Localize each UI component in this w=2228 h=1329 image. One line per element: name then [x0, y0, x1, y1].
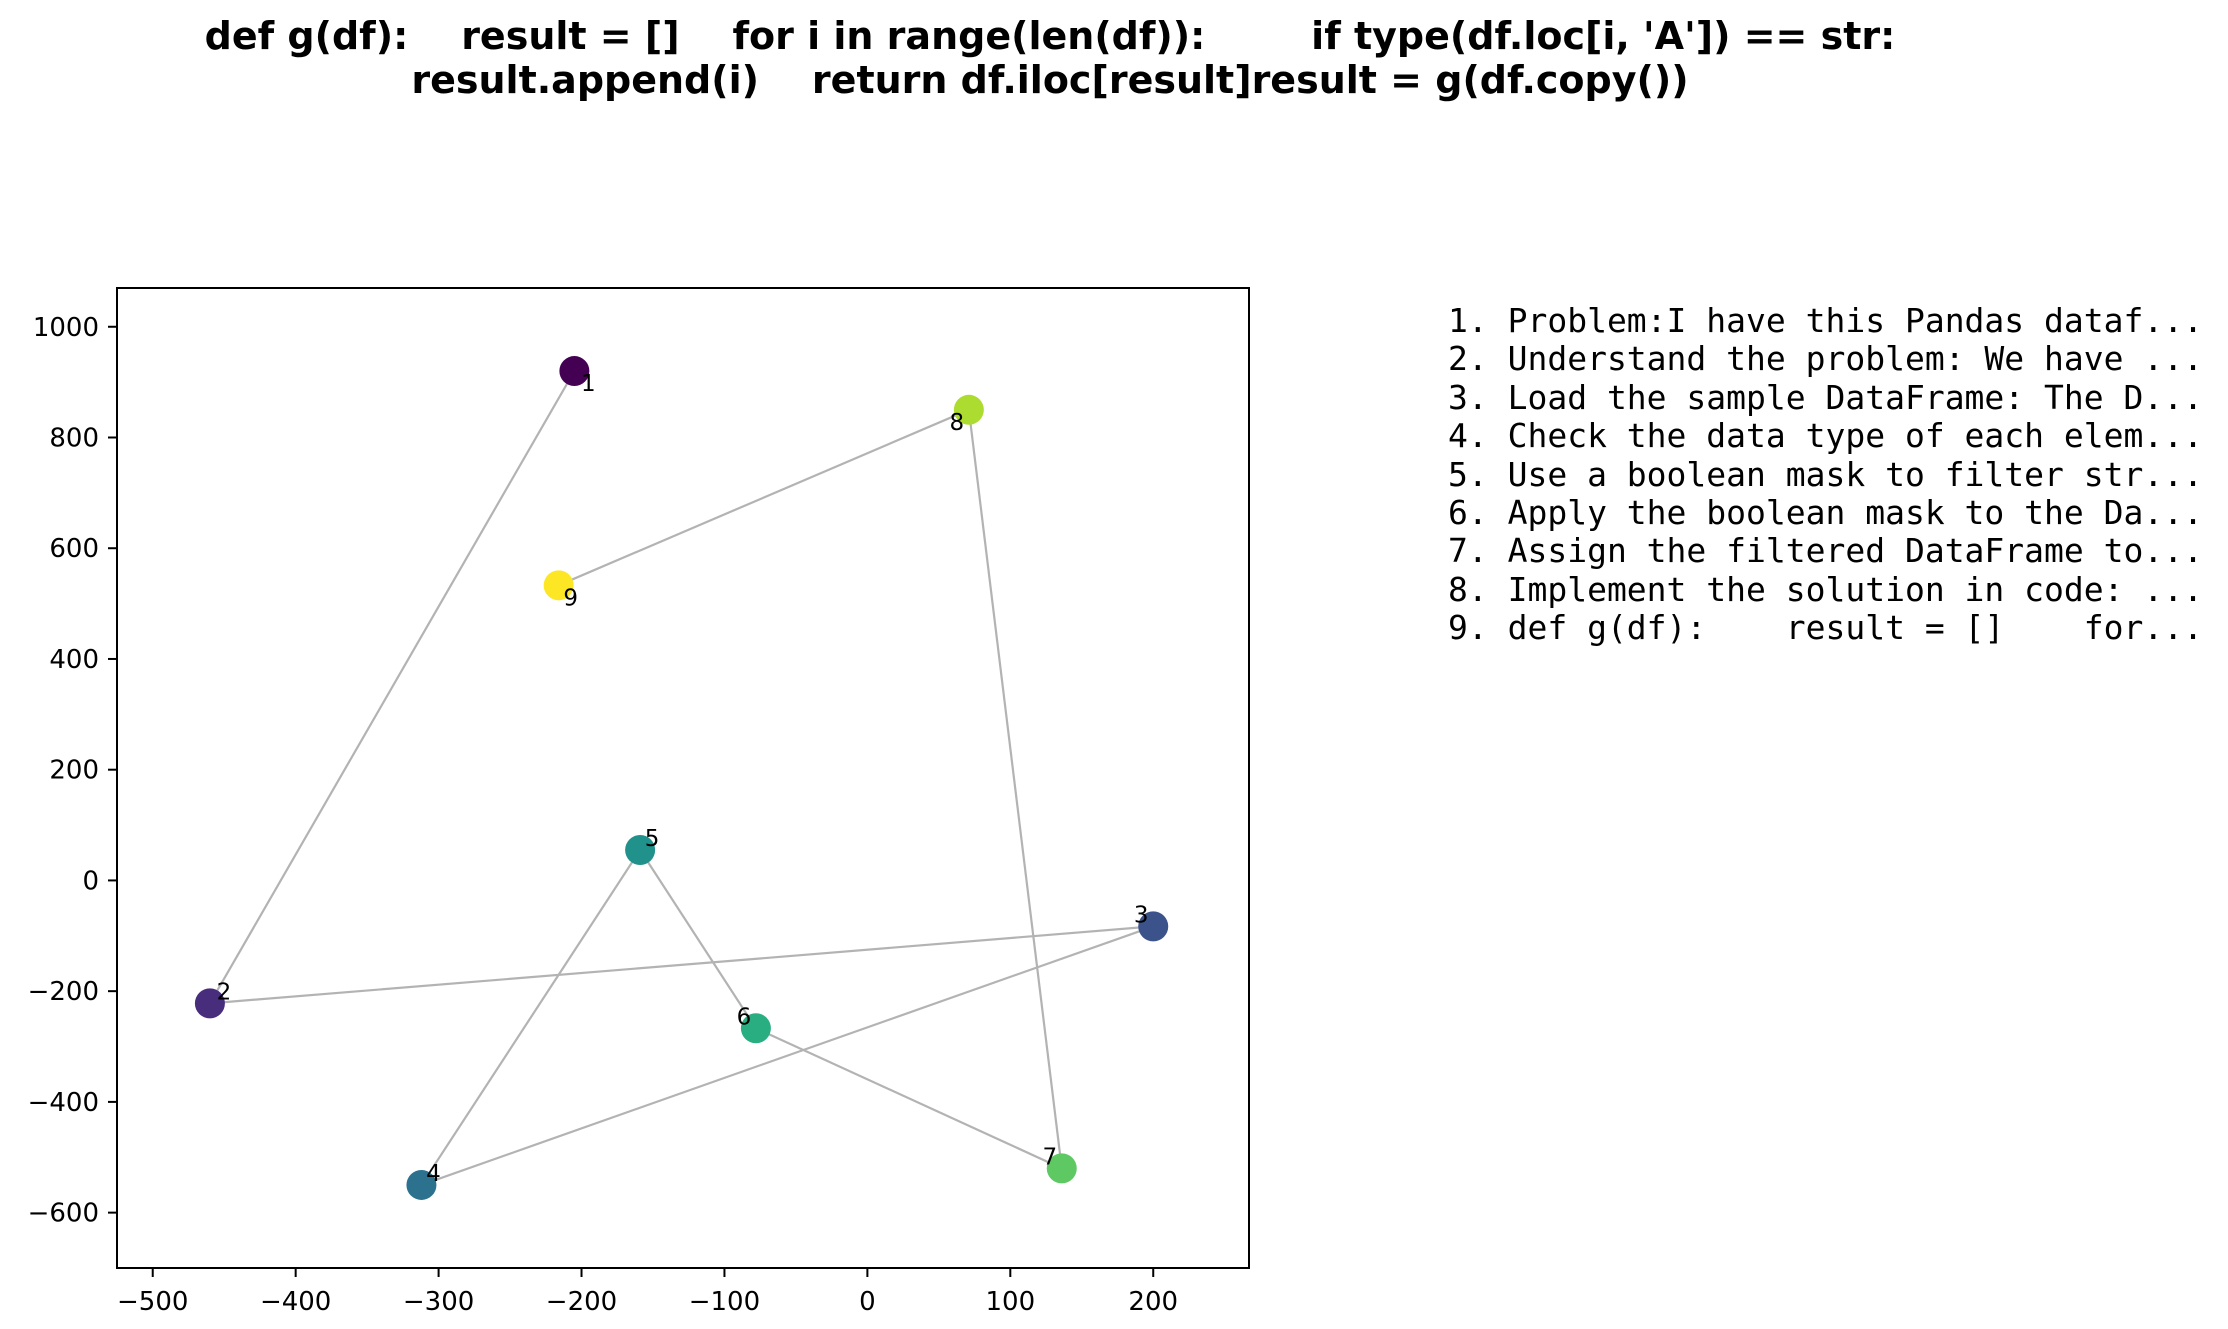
step-item-4: 4. Check the data type of each elem...: [1448, 416, 2203, 456]
step-item-6: 6. Apply the boolean mask to the Da...: [1448, 493, 2203, 533]
figure-title: def g(df): result = [] for i in range(le…: [80, 14, 2020, 102]
x-tick-label: 0: [859, 1287, 876, 1317]
connector-line-6-7: [755, 1027, 1063, 1170]
x-tick-label: 100: [985, 1287, 1035, 1317]
x-tick-label: −400: [260, 1287, 331, 1317]
y-tick-label: −400: [28, 1088, 99, 1118]
connector-line-3-4: [421, 925, 1154, 1186]
connector-line-7-8: [967, 409, 1063, 1169]
figure-title-line-1: def g(df): result = [] for i in range(le…: [204, 14, 1896, 58]
x-tick-label: −100: [689, 1287, 760, 1317]
point-label-2: 2: [217, 979, 232, 1005]
data-point-2: [194, 988, 225, 1019]
point-label-4: 4: [426, 1161, 441, 1187]
step-item-7: 7. Assign the filtered DataFrame to...: [1448, 531, 2203, 571]
data-point-1: [559, 356, 590, 387]
x-tick-label: −200: [546, 1287, 617, 1317]
plot-frame: [116, 287, 1250, 1269]
step-item-1: 1. Problem:I have this Pandas dataf...: [1448, 301, 2203, 340]
step-item-2: 2. Understand the problem: We have ...: [1448, 339, 2203, 379]
step-item-9: 9. def g(df): result = [] for...: [1448, 608, 2203, 648]
x-tick-label: −500: [117, 1287, 188, 1317]
connector-line-8-9: [558, 408, 970, 587]
connector-line-1-2: [208, 370, 576, 1004]
data-point-8: [953, 394, 984, 425]
connector-line-4-5: [420, 849, 642, 1186]
figure-title-line-2: result.append(i) return df.iloc[result]r…: [411, 58, 1689, 102]
data-point-6: [740, 1013, 771, 1044]
data-point-7: [1046, 1153, 1077, 1184]
y-tick-label: 800: [49, 423, 99, 453]
x-tick-label: 200: [1128, 1287, 1178, 1317]
y-tick-label: 1000: [33, 313, 99, 343]
y-tick-label: 200: [49, 756, 99, 786]
point-label-6: 6: [737, 1004, 752, 1030]
connector-line-5-6: [639, 849, 757, 1029]
point-label-5: 5: [645, 826, 660, 852]
connector-line-2-3: [209, 925, 1154, 1005]
point-label-8: 8: [950, 410, 965, 436]
y-tick-label: 400: [49, 645, 99, 675]
y-tick-label: −600: [28, 1199, 99, 1229]
data-point-4: [406, 1169, 437, 1200]
data-point-3: [1138, 911, 1169, 942]
point-labels: 1 2 3 4 5 6 7 8 9: [217, 371, 1149, 1187]
connector-lines: [208, 370, 1154, 1186]
y-tick-label: −200: [28, 977, 99, 1007]
point-label-1: 1: [581, 371, 596, 397]
y-tick-label: 600: [49, 534, 99, 564]
step-item-8: 8. Implement the solution in code: ...: [1448, 569, 2203, 609]
point-label-3: 3: [1134, 902, 1149, 928]
y-tick-label: 0: [82, 866, 99, 896]
y-axis: −600 −400 −200 0 200 400 600 800 1000: [28, 313, 117, 1229]
data-point-5: [625, 834, 656, 865]
step-item-5: 5. Use a boolean mask to filter str...: [1448, 454, 2203, 494]
data-points: [194, 356, 1169, 1200]
point-label-7: 7: [1042, 1144, 1057, 1170]
steps-list: 1. Problem:I have this Pandas dataf... 2…: [1448, 301, 2203, 648]
step-item-3: 3. Load the sample DataFrame: The D...: [1448, 377, 2203, 417]
x-tick-label: −300: [403, 1287, 474, 1317]
x-axis: −500 −400 −300 −200 −100 0 100 200: [117, 1268, 1178, 1317]
point-label-9: 9: [563, 585, 578, 611]
data-point-9: [543, 570, 574, 601]
